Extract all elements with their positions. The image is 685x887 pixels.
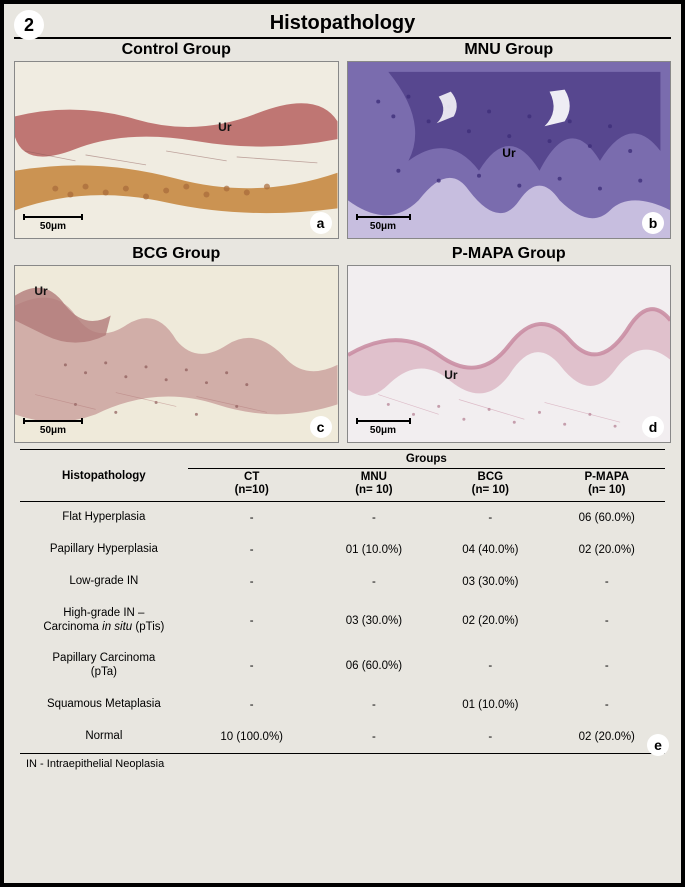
panel-d-micrograph: Ur 50μm d [347, 265, 672, 443]
panel-d-scale-text: 50μm [370, 425, 396, 436]
table-cell: - [316, 566, 432, 598]
table-row-label: Papillary Carcinoma(pTa) [20, 643, 188, 689]
panel-d-annotation: Ur [444, 368, 457, 382]
table-row: Papillary Hyperplasia-01 (10.0%)04 (40.0… [20, 534, 665, 566]
table-cell: 03 (30.0%) [432, 566, 548, 598]
table-footnote: IN - Intraepithelial Neoplasia [20, 758, 665, 770]
figure-title: Histopathology [14, 12, 671, 39]
panel-d-letter: d [642, 416, 664, 438]
table-row: Normal10 (100.0%)--02 (20.0%) [20, 721, 665, 753]
table-row-label: Squamous Metaplasia [20, 689, 188, 721]
panel-a-scale-text: 50μm [40, 221, 66, 232]
table-cell: - [432, 502, 548, 534]
table-cell: - [188, 598, 316, 644]
panel-c-annotation: Ur [34, 284, 47, 298]
table-cell: 06 (60.0%) [549, 502, 665, 534]
table-container: Histopathology Groups CT(n=10)MNU(n= 10)… [14, 449, 671, 770]
table-cell: 03 (30.0%) [316, 598, 432, 644]
panel-b-annotation: Ur [502, 146, 515, 160]
table-row-label: Low-grade IN [20, 566, 188, 598]
histopathology-table: Histopathology Groups CT(n=10)MNU(n= 10)… [20, 449, 665, 754]
figure-container: 2 Histopathology Control Group [0, 0, 685, 887]
panel-b-label: MNU Group [464, 41, 553, 59]
panel-c-svg [15, 266, 338, 442]
figure-number-badge: 2 [14, 10, 44, 40]
table-row: Low-grade IN--03 (30.0%)- [20, 566, 665, 598]
table-cell: - [316, 502, 432, 534]
panel-b-scale-text: 50μm [370, 221, 396, 232]
table-cell: - [188, 643, 316, 689]
panel-row-top: Control Group [14, 41, 671, 239]
panel-c-letter: c [310, 416, 332, 438]
panel-a-letter: a [310, 212, 332, 234]
table-row: Flat Hyperplasia---06 (60.0%) [20, 502, 665, 534]
panel-c-label: BCG Group [132, 245, 220, 263]
table-row-label: Normal [20, 721, 188, 753]
table-cell: 06 (60.0%) [316, 643, 432, 689]
table-cell: - [188, 534, 316, 566]
panel-row-bottom: BCG Group [14, 245, 671, 443]
table-row: High-grade IN –Carcinoma in situ (pTis)-… [20, 598, 665, 644]
panel-a-svg [15, 62, 338, 238]
table-column-header: CT(n=10) [188, 469, 316, 502]
table-cell: - [549, 689, 665, 721]
table-cell: 01 (10.0%) [316, 534, 432, 566]
panel-a-micrograph: Ur 50μm a [14, 61, 339, 239]
panel-c-col: BCG Group [14, 245, 339, 443]
table-cell: - [316, 721, 432, 753]
panel-b-letter: b [642, 212, 664, 234]
table-cell: 10 (100.0%) [188, 721, 316, 753]
table-cell: - [549, 643, 665, 689]
panel-d-svg [348, 266, 671, 442]
panel-c-scalebar: 50μm [23, 418, 83, 436]
table-row-label: Flat Hyperplasia [20, 502, 188, 534]
table-row: Squamous Metaplasia--01 (10.0%)- [20, 689, 665, 721]
table-cell: - [188, 566, 316, 598]
table-cell: 01 (10.0%) [432, 689, 548, 721]
panel-b-micrograph: Ur 50μm b [347, 61, 672, 239]
panel-c-scale-text: 50μm [40, 425, 66, 436]
table-column-header: P-MAPA(n= 10) [549, 469, 665, 502]
table-cell: 04 (40.0%) [432, 534, 548, 566]
figure-number: 2 [24, 15, 34, 36]
table-cell: - [432, 643, 548, 689]
panel-d-label: P-MAPA Group [452, 245, 566, 263]
table-cell: - [316, 689, 432, 721]
panel-c-micrograph: Ur 50μm c [14, 265, 339, 443]
table-cell: - [549, 566, 665, 598]
table-cell: - [188, 502, 316, 534]
table-row-label: Papillary Hyperplasia [20, 534, 188, 566]
table-cell: 02 (20.0%) [549, 534, 665, 566]
table-cell: - [549, 598, 665, 644]
table-cell: 02 (20.0%) [432, 598, 548, 644]
table-cell: - [188, 689, 316, 721]
table-column-header: MNU(n= 10) [316, 469, 432, 502]
panel-b-scalebar: 50μm [356, 214, 411, 232]
panel-d-scalebar: 50μm [356, 418, 411, 436]
panel-a-annotation: Ur [218, 120, 231, 134]
table-panel-letter: e [647, 734, 669, 756]
table-cell: - [432, 721, 548, 753]
table-row-header: Histopathology [20, 450, 188, 502]
panel-b-col: MNU Group [347, 41, 672, 239]
table-row: Papillary Carcinoma(pTa)-06 (60.0%)-- [20, 643, 665, 689]
panel-a-label: Control Group [122, 41, 231, 59]
panel-a-col: Control Group [14, 41, 339, 239]
table-row-label: High-grade IN –Carcinoma in situ (pTis) [20, 598, 188, 644]
panel-a-scalebar: 50μm [23, 214, 83, 232]
table-column-header: BCG(n= 10) [432, 469, 548, 502]
panel-d-col: P-MAPA Group [347, 245, 672, 443]
table-groups-header: Groups [188, 450, 665, 469]
